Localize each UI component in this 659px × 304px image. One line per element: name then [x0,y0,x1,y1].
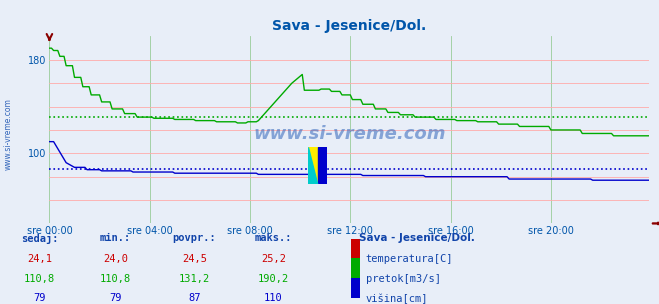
Text: www.si-vreme.com: www.si-vreme.com [253,125,445,143]
Text: 87: 87 [188,293,200,303]
Text: pretok[m3/s]: pretok[m3/s] [366,274,441,284]
Text: sedaj:: sedaj: [21,233,58,244]
Polygon shape [308,147,318,184]
Text: maks.:: maks.: [255,233,292,243]
Bar [318,147,327,184]
Text: 24,5: 24,5 [182,254,207,264]
Text: min.:: min.: [100,233,131,243]
Text: povpr.:: povpr.: [173,233,216,243]
Text: 190,2: 190,2 [258,274,289,284]
Text: 131,2: 131,2 [179,274,210,284]
Title: Sava - Jesenice/Dol.: Sava - Jesenice/Dol. [272,19,426,33]
Bar [308,147,318,184]
Text: Sava - Jesenice/Dol.: Sava - Jesenice/Dol. [359,233,475,243]
Text: 24,1: 24,1 [27,254,52,264]
Text: 110: 110 [264,293,283,303]
Text: 79: 79 [34,293,45,303]
Text: 110,8: 110,8 [100,274,131,284]
Text: višina[cm]: višina[cm] [366,293,428,304]
Text: 79: 79 [109,293,121,303]
Text: www.si-vreme.com: www.si-vreme.com [3,98,13,170]
Text: temperatura[C]: temperatura[C] [366,254,453,264]
Text: 25,2: 25,2 [261,254,286,264]
Text: 24,0: 24,0 [103,254,128,264]
Text: 110,8: 110,8 [24,274,55,284]
